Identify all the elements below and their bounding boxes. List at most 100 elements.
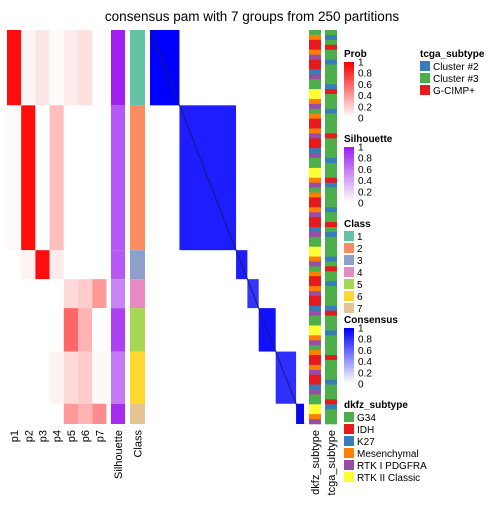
prob-legend-swatch [344,86,354,89]
prob-cell-g6-p3 [35,351,50,404]
prob-cell-g1-p4 [49,30,64,106]
prob-cell-g4-p5 [63,279,78,309]
dkfz-legend-label: K27 [357,437,375,448]
dkfz-cell [309,222,321,228]
dkfz-cell [309,34,321,41]
consensus-legend-tick: 1 [358,324,364,335]
silhouette-legend-swatch [344,193,354,196]
tcga-cell [325,202,337,208]
consensus-legend-swatch [344,328,354,331]
silhouette-legend-swatch [344,151,354,154]
dkfz-cell [309,212,321,218]
prob-cell-g6-p5 [63,351,78,404]
dkfz-cell [309,389,321,395]
dkfz-legend-swatch [344,460,354,470]
dkfz-legend-label: IDH [357,425,374,436]
consensus-legend-swatch [344,344,354,347]
silhouette-legend-swatch [344,197,354,200]
dkfz-cell [309,172,321,179]
prob-cell-g6-p2 [21,351,36,404]
prob-legend-title: Prob [344,49,367,60]
prob-cell-g4-p4 [49,279,64,309]
prob-legend-swatch [344,100,354,103]
dkfz-legend-swatch [344,436,354,446]
prob-cell-g5-p3 [35,308,50,352]
column-label-silhouette: Silhouette [113,430,125,479]
heatmap-body [7,29,337,425]
consensus-legend-swatch [344,370,354,373]
silhouette-legend-tick: 0.2 [358,187,372,198]
tcga-cell [325,148,337,154]
consensus-legend-swatch [344,360,354,363]
dkfz-cell [309,330,321,336]
silhouette-legend-swatch [344,155,354,158]
tcga-cell [325,330,337,336]
tcga-cell [325,217,337,223]
prob-legend-swatch [344,98,354,101]
silhouette-legend-swatch [344,165,354,168]
dkfz-cell [309,281,321,287]
legends: Prob10.80.60.40.20Silhouette10.80.60.40.… [344,49,485,484]
class-legend-swatch [344,243,354,253]
dkfz-cell [309,271,321,277]
tcga-legend-label: Cluster #3 [433,74,479,85]
tcga-cell [325,271,337,277]
silhouette-legend-swatch [344,159,354,162]
tcga-cell [325,305,337,312]
silhouette-cell-g3 [111,250,125,280]
dkfz-cell [309,138,321,144]
prob-cell-g4-p3 [35,279,50,309]
prob-cell-g3-p1 [7,250,22,280]
silhouette-legend-swatch [344,173,354,176]
dkfz-cell [309,241,321,247]
silhouette-legend-swatch [344,199,354,202]
prob-legend-swatch [344,76,354,79]
tcga-cell [325,261,337,267]
tcga-cell [325,241,337,247]
column-label-class: Class [133,430,145,458]
class-legend-swatch [344,255,354,265]
dkfz-cell [309,305,321,312]
tcga-cell [325,108,337,115]
prob-legend-tick: 0.2 [358,102,372,113]
tcga-legend-swatch [420,61,430,71]
tcga-cell [325,315,337,321]
consensus-legend-swatch [344,352,354,355]
silhouette-legend-tick: 1 [358,143,364,154]
tcga-cell [325,123,337,129]
silhouette-cell-g1 [111,30,125,106]
tcga-cell [325,128,337,134]
dkfz-cell [309,64,321,70]
silhouette-legend-title: Silhouette [344,134,393,145]
prob-cell-g1-p2 [21,30,36,106]
dkfz-cell [309,291,321,297]
silhouette-legend-swatch [344,185,354,188]
prob-cell-g5-p1 [7,308,22,352]
tcga-cell [325,256,337,262]
dkfz-cell [309,374,321,380]
tcga-cell [325,286,337,292]
prob-cell-g2-p3 [35,105,50,251]
prob-legend-tick: 1 [358,58,364,69]
consensus-legend-swatch [344,380,354,383]
tcga-cell [325,281,337,287]
prob-cell-g5-p6 [78,308,93,352]
tcga-cell [325,325,337,331]
class-cell-g5 [130,308,145,352]
silhouette-legend-swatch [344,153,354,156]
dkfz-legend-label: G34 [357,413,376,424]
tcga-cell [325,251,337,257]
dkfz-legend-swatch [344,472,354,482]
prob-cell-g1-p1 [7,30,22,106]
tcga-cell [325,394,337,400]
prob-cell-g7-p1 [7,403,22,424]
tcga-cell [325,172,337,179]
dkfz-cell [309,162,321,169]
prob-cell-g1-p3 [35,30,50,106]
dkfz-cell [309,182,321,188]
dkfz-cell [309,79,321,85]
dkfz-cell [309,187,321,193]
silhouette-legend-swatch [344,187,354,190]
chart-title: consensus pam with 7 groups from 250 par… [105,9,399,24]
prob-legend-swatch [344,64,354,67]
